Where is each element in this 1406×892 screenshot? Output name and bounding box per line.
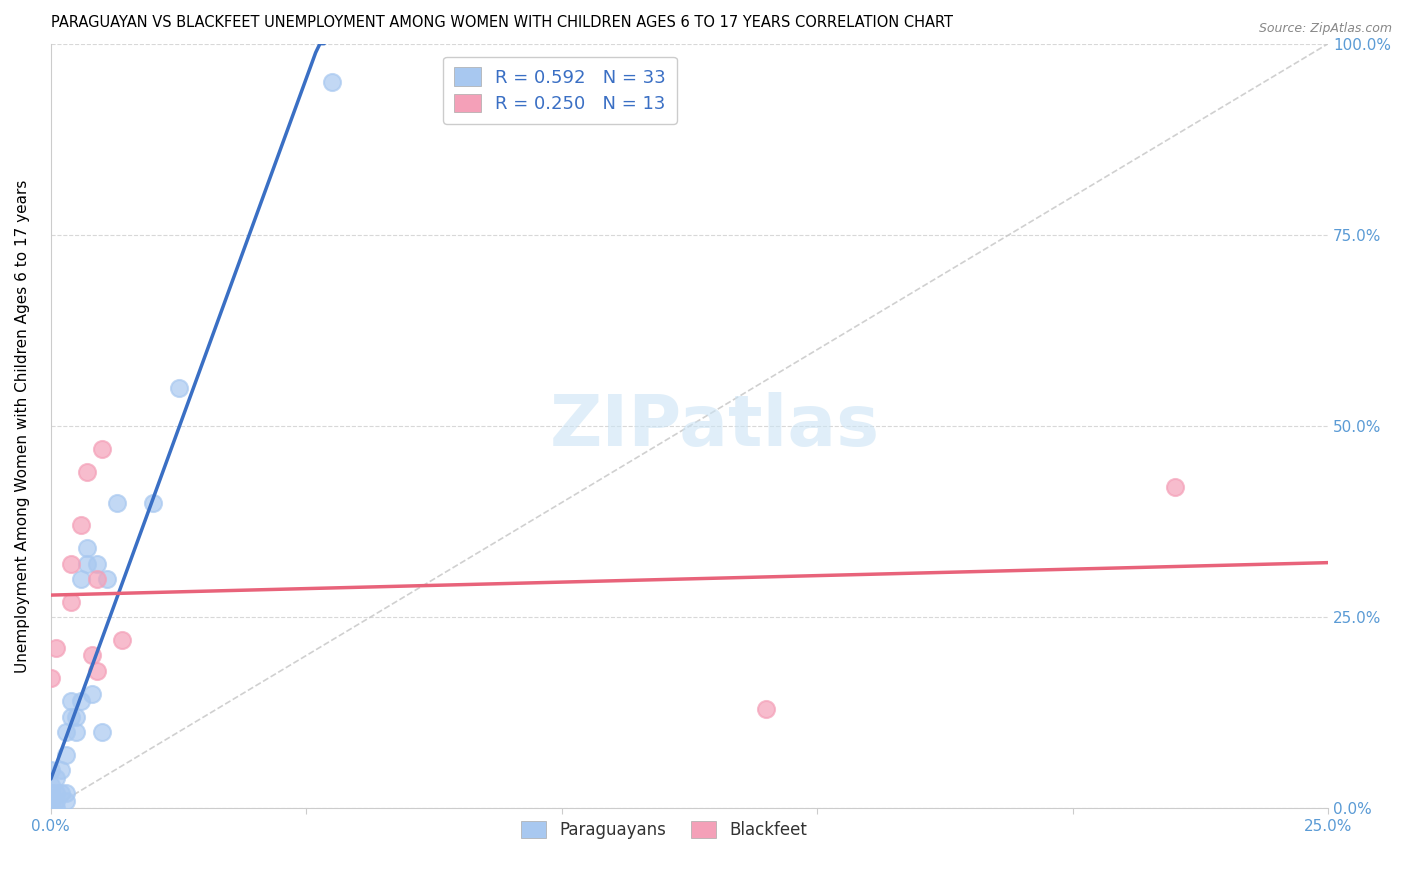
Point	[60, 694, 83, 708]
Point	[55, 747, 77, 762]
Point	[105, 495, 128, 509]
Point	[45, 786, 67, 800]
Point	[45, 801, 67, 815]
Legend: Paraguayans, Blackfeet: Paraguayans, Blackfeet	[515, 814, 814, 846]
Point	[39, 794, 62, 808]
Point	[55, 794, 77, 808]
Y-axis label: Unemployment Among Women with Children Ages 6 to 17 years: Unemployment Among Women with Children A…	[15, 179, 30, 673]
Point	[76, 557, 98, 571]
Text: PARAGUAYAN VS BLACKFEET UNEMPLOYMENT AMONG WOMEN WITH CHILDREN AGES 6 TO 17 YEAR: PARAGUAYAN VS BLACKFEET UNEMPLOYMENT AMO…	[51, 15, 953, 30]
Point	[70, 694, 93, 708]
Point	[111, 633, 134, 648]
Point	[55, 786, 77, 800]
Point	[49, 786, 72, 800]
Point	[55, 725, 77, 739]
Point	[39, 801, 62, 815]
Point	[86, 664, 108, 678]
Point	[1164, 480, 1187, 494]
Point	[321, 75, 343, 89]
Point	[60, 557, 83, 571]
Point	[86, 572, 108, 586]
Point	[45, 771, 67, 785]
Point	[60, 709, 83, 723]
Text: ZIPatlas: ZIPatlas	[550, 392, 880, 460]
Point	[45, 640, 67, 655]
Point	[65, 725, 87, 739]
Point	[39, 779, 62, 793]
Point	[39, 672, 62, 686]
Point	[80, 648, 103, 663]
Point	[39, 786, 62, 800]
Point	[142, 495, 165, 509]
Point	[90, 725, 112, 739]
Point	[70, 518, 93, 533]
Point	[86, 557, 108, 571]
Point	[76, 541, 98, 556]
Point	[70, 572, 93, 586]
Point	[755, 702, 778, 716]
Point	[39, 801, 62, 815]
Point	[49, 763, 72, 777]
Point	[76, 465, 98, 479]
Point	[60, 595, 83, 609]
Point	[39, 794, 62, 808]
Point	[80, 687, 103, 701]
Point	[39, 763, 62, 777]
Point	[167, 381, 190, 395]
Point	[65, 709, 87, 723]
Point	[45, 794, 67, 808]
Point	[96, 572, 118, 586]
Text: Source: ZipAtlas.com: Source: ZipAtlas.com	[1258, 22, 1392, 36]
Point	[90, 442, 112, 456]
